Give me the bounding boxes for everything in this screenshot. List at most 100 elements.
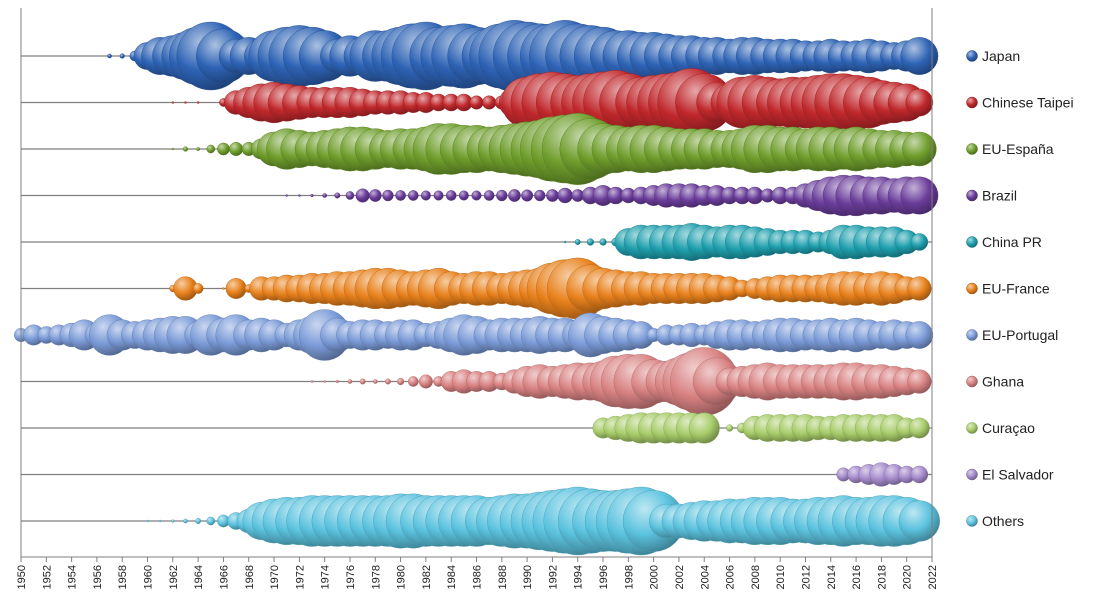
series-row	[21, 257, 932, 320]
series-row	[21, 347, 932, 416]
bubble	[298, 194, 301, 197]
x-tick-label: 1964	[193, 565, 205, 589]
bubble	[171, 519, 175, 523]
x-tick-label: 1976	[345, 565, 357, 589]
bubble	[196, 101, 200, 104]
bubble	[345, 191, 355, 200]
x-tick-label: 2004	[699, 565, 711, 589]
legend-marker	[966, 422, 978, 434]
x-tick-label: 1978	[370, 565, 382, 589]
legend-marker	[966, 468, 978, 481]
bubble	[910, 233, 929, 251]
bubble	[373, 379, 378, 384]
bubble	[217, 142, 230, 156]
legend-label: Ghana	[982, 374, 1024, 390]
x-tick-label: 1972	[294, 565, 306, 589]
bubble	[396, 377, 405, 386]
bubble	[905, 88, 934, 117]
bubble	[310, 380, 314, 383]
x-tick-label: 1980	[396, 565, 408, 589]
bubble	[907, 369, 932, 394]
bubble	[285, 194, 288, 197]
series-row	[21, 223, 932, 261]
bubble	[900, 176, 939, 215]
bubble	[910, 465, 929, 484]
bubble	[334, 192, 341, 199]
bubble	[902, 131, 937, 167]
legend-marker	[966, 329, 978, 341]
legend-marker	[966, 282, 978, 295]
x-axis-ticks: 1950 1952 1954 1956 1958 1960 1962 1964 1966 1968…	[16, 557, 939, 589]
legend-label: Chinese Taipei	[982, 95, 1074, 111]
x-tick-label: 1996	[598, 565, 610, 589]
bubble	[907, 276, 932, 301]
bubble	[418, 374, 433, 389]
x-tick-label: 2012	[800, 565, 812, 589]
legend-marker	[966, 375, 978, 388]
bubble	[898, 500, 940, 542]
bubble	[395, 190, 406, 201]
series-row	[21, 462, 932, 487]
bubble	[546, 189, 559, 202]
x-tick-label: 2002	[674, 565, 686, 589]
legend-label: Others	[982, 513, 1024, 529]
bubble	[900, 37, 939, 75]
bubble	[458, 190, 469, 201]
legend-label: EU-France	[982, 281, 1050, 297]
bubble	[206, 516, 216, 526]
x-tick-label: 2008	[750, 565, 762, 589]
bubble	[323, 380, 326, 383]
bubble	[359, 378, 366, 385]
x-tick-label: 2022	[927, 565, 939, 589]
x-tick-label: 1960	[143, 565, 155, 589]
legend-marker	[966, 50, 978, 62]
series-row	[13, 309, 934, 361]
x-tick-label: 1966	[218, 565, 230, 589]
bubble	[107, 53, 112, 59]
series-rows	[13, 20, 940, 556]
bubble	[407, 376, 419, 387]
bubble	[483, 190, 495, 201]
bubble	[445, 190, 457, 201]
x-tick-label: 1974	[320, 565, 332, 589]
x-tick-label: 1958	[117, 565, 129, 589]
bubble	[469, 95, 484, 110]
bubble	[192, 283, 204, 294]
bubble	[599, 238, 607, 246]
x-tick-label: 1992	[547, 565, 559, 589]
bubble	[482, 95, 497, 110]
bubble	[171, 147, 175, 151]
bubble	[471, 190, 482, 201]
bubble	[184, 101, 187, 104]
legend-marker	[966, 96, 978, 109]
legend-label: EU-Portugal	[982, 327, 1058, 343]
x-tick-label: 2016	[851, 565, 863, 589]
x-tick-label: 2018	[876, 565, 888, 589]
bubble	[534, 189, 546, 202]
legend-marker	[966, 515, 978, 527]
legend-marker	[966, 189, 978, 202]
bubble	[382, 189, 394, 202]
bubble	[322, 193, 327, 198]
x-tick-label: 1982	[421, 565, 433, 589]
bubble	[171, 101, 175, 104]
bubble	[158, 519, 162, 523]
bubble	[557, 187, 573, 204]
bubble	[195, 518, 202, 524]
bubble	[420, 190, 431, 201]
bubble	[688, 412, 720, 444]
bubble	[521, 189, 534, 202]
legend-marker	[966, 236, 978, 248]
x-tick-label: 1952	[41, 565, 53, 589]
bubble	[385, 378, 391, 385]
series-row	[21, 68, 934, 137]
bubble	[407, 190, 419, 201]
bubble	[586, 238, 594, 246]
bubble	[182, 146, 189, 152]
x-tick-label: 2010	[775, 565, 787, 589]
legend-label: Brazil	[982, 188, 1017, 204]
bubble	[725, 424, 734, 432]
bubble	[335, 379, 339, 384]
bubble	[310, 193, 314, 198]
